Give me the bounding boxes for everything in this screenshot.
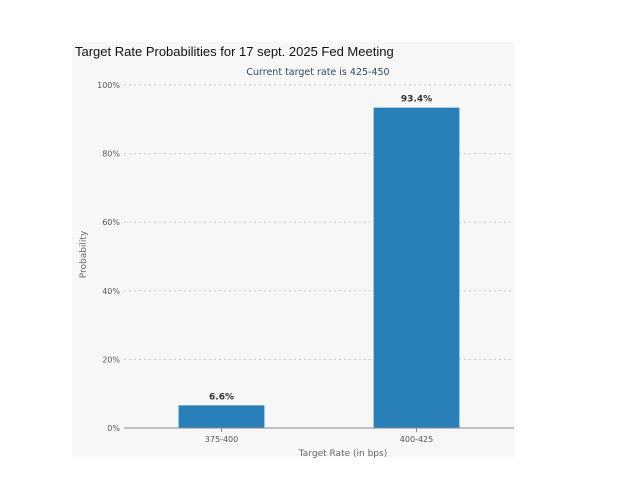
- x-axis-ticks: 375-400 400-425: [205, 428, 433, 444]
- y-tick-label: 100%: [97, 81, 120, 90]
- data-label: 93.4%: [401, 95, 432, 105]
- x-tick-label: 400-425: [400, 435, 433, 444]
- bar-400-425: [373, 107, 460, 428]
- x-axis-title: Target Rate (in bps): [298, 449, 387, 459]
- y-tick-label: 40%: [102, 287, 120, 296]
- y-tick-label: 60%: [102, 218, 120, 227]
- chart-subtitle: Current target rate is 425-450: [246, 67, 389, 78]
- y-tick-label: 0%: [107, 424, 120, 433]
- y-tick-label: 20%: [102, 355, 120, 364]
- y-axis-ticks: 0% 20% 40% 60% 80% 100%: [97, 81, 120, 433]
- bars: [178, 107, 460, 428]
- data-label: 6.6%: [209, 392, 234, 402]
- chart-title: Target Rate Probabilities for 17 sept. 2…: [75, 44, 394, 59]
- y-axis-title: Probability: [79, 230, 89, 278]
- bar-375-400: [178, 405, 265, 428]
- y-tick-label: 80%: [102, 150, 120, 159]
- data-labels: 6.6% 93.4%: [209, 95, 432, 403]
- x-tick-label: 375-400: [205, 435, 238, 444]
